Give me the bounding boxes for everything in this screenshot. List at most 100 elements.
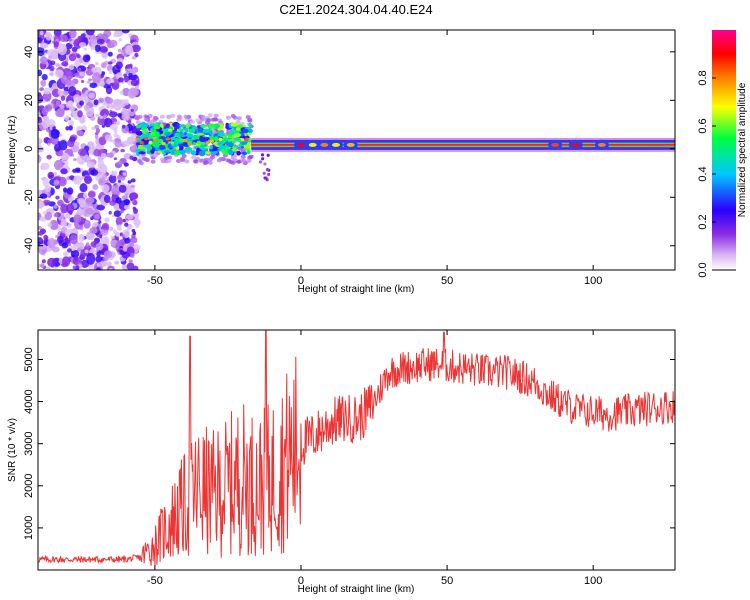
x-tick-label: 50: [441, 575, 453, 587]
heat-cell: [77, 197, 86, 204]
heat-cell: [111, 184, 121, 196]
heat-cell: [241, 158, 247, 163]
y-tick-label: 1000: [23, 516, 35, 540]
heat-cell: [196, 147, 201, 152]
heat-cell: [140, 122, 147, 129]
heat-cell: [104, 236, 109, 242]
heat-cell: [125, 186, 132, 193]
heat-cell: [88, 78, 92, 81]
heat-cell: [228, 149, 233, 155]
heat-cell: [93, 99, 99, 106]
heat-cell: [101, 184, 110, 193]
heat-cell: [184, 147, 193, 152]
heat-cell: [138, 161, 144, 166]
heat-cell: [132, 199, 138, 206]
heat-cell: [68, 53, 77, 62]
heat-cell: [143, 117, 149, 122]
heat-cell: [118, 77, 124, 83]
heat-cell: [89, 227, 98, 234]
heat-cell: [85, 30, 95, 36]
heat-cell: [192, 142, 197, 146]
heat-cell: [99, 46, 109, 53]
heat-cell: [92, 222, 98, 228]
heat-cell: [88, 141, 95, 148]
heat-cell: [85, 242, 90, 248]
heat-cell: [193, 159, 198, 164]
heat-cell: [125, 65, 131, 69]
heat-cell: [110, 239, 118, 247]
heat-cell: [47, 222, 52, 228]
heat-cell: [43, 87, 51, 95]
heat-cell: [107, 51, 113, 57]
heat-cell: [74, 265, 80, 270]
heat-cell: [236, 150, 241, 156]
heat-cell: [66, 80, 76, 88]
heat-cell: [61, 242, 69, 249]
heat-cell: [248, 122, 252, 128]
heat-cell: [158, 136, 166, 140]
heat-cell: [196, 125, 201, 129]
heat-cell: [247, 137, 252, 142]
heat-cell: [113, 157, 117, 160]
figure-title: C2E1.2024.304.04.40.E24: [279, 2, 432, 17]
heat-cell: [99, 115, 104, 119]
heat-cell: [38, 69, 43, 77]
heat-cell: [241, 151, 248, 155]
heat-cell: [179, 156, 185, 161]
colorbar-ticks: 0.0 0.2 0.4 0.6 0.8: [697, 70, 736, 278]
heat-cell: [53, 30, 62, 37]
heat-cell: [79, 183, 88, 193]
heat-cell: [97, 159, 104, 166]
heat-cell: [130, 184, 136, 189]
heat-cell: [192, 134, 200, 140]
heat-cell: [191, 126, 198, 130]
heat-cell: [65, 42, 73, 50]
heat-cell: [90, 116, 96, 121]
spectrogram-heatmap: [38, 30, 675, 270]
heat-cell: [123, 73, 127, 78]
heat-cell: [109, 226, 113, 231]
heat-cell: [38, 116, 43, 124]
heat-cell: [89, 34, 98, 45]
heat-cell: [41, 120, 50, 129]
heat-cell: [90, 169, 99, 176]
heat-cell: [200, 117, 205, 122]
heat-cell: [161, 142, 166, 146]
heat-cell: [108, 210, 112, 215]
colorbar: [712, 30, 736, 270]
heat-cell: [39, 193, 48, 199]
heat-cell: [78, 67, 82, 72]
heat-cell: [177, 143, 183, 147]
heat-cell: [83, 192, 88, 199]
heat-cell: [109, 138, 113, 143]
heat-cell: [101, 201, 107, 206]
heat-cell: [38, 198, 41, 202]
heat-cell: [264, 176, 268, 180]
heat-cell: [100, 152, 107, 159]
heat-cell: [73, 214, 82, 224]
heat-cell: [124, 99, 129, 103]
heat-cell: [60, 168, 68, 175]
heat-cell: [59, 140, 68, 151]
heat-cell: [78, 148, 87, 157]
heat-cell: [119, 91, 124, 95]
heat-cell: [104, 217, 110, 223]
heat-cell: [83, 104, 90, 111]
y-tick-label: 5000: [23, 347, 35, 371]
heat-cell: [153, 116, 159, 121]
heat-cell: [66, 187, 74, 195]
heat-cell: [150, 148, 155, 154]
heat-cell: [211, 151, 218, 154]
heat-cell: [131, 56, 137, 60]
heat-cell: [53, 41, 59, 48]
heat-cell: [62, 251, 69, 257]
heat-cell: [183, 114, 189, 119]
heat-cell: [137, 114, 143, 119]
heat-cell: [124, 238, 131, 244]
heat-cell: [78, 242, 85, 249]
heat-cell: [53, 213, 59, 218]
heat-cell: [202, 128, 211, 133]
heat-cell: [135, 130, 143, 136]
heat-cell: [251, 144, 675, 146]
heat-cell: [38, 155, 41, 161]
